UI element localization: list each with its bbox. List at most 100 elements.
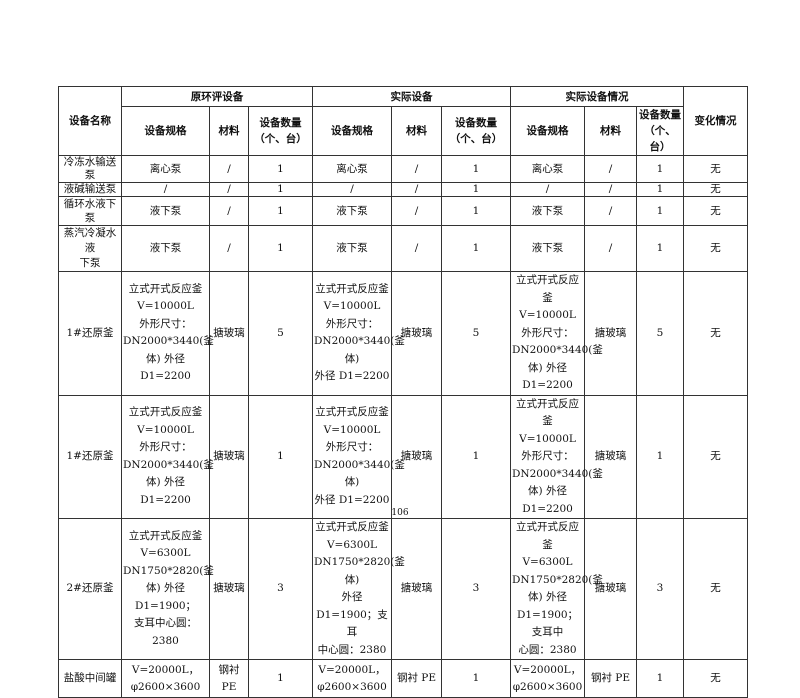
cell-spec: 立式开式反应釜 V=10000L 外形尺寸： DN2000*3440(釜 体) … — [510, 394, 603, 519]
table-row: 1#还原釜 立式开式反应釜 V=10000L 外形尺寸： DN2000*3440(… — [58, 394, 748, 519]
cell-change: 无 — [683, 659, 748, 698]
cell-spec: 立式开式反应釜 V=10000L 外形尺寸： DN2000*3440(釜 体) … — [121, 271, 214, 396]
table-row: 循环水液下泵 液下泵/1 液下泵/1 液下泵/1 无 — [58, 196, 748, 226]
cell-qty: 1 — [248, 182, 313, 197]
header-change: 变化情况 — [683, 86, 748, 156]
cell-change: 无 — [683, 271, 748, 396]
cell-change: 无 — [683, 518, 748, 660]
cell-qty: 1 — [441, 225, 511, 272]
table-row: 蒸汽冷凝水液 下泵 液下泵/1 液下泵/1 液下泵/1 无 — [58, 225, 748, 272]
header-original-equipment: 原环评设备 — [121, 86, 313, 107]
cell-change: 无 — [683, 225, 748, 272]
cell-spec: V=20000L， φ2600×3600 — [312, 659, 392, 698]
cell-name: 液碱输送泵 — [58, 182, 122, 197]
cell-material: / — [584, 182, 637, 197]
header-qty: 设备数量 （个、台） — [441, 106, 511, 156]
cell-name: 盐酸中间罐 — [58, 659, 122, 698]
cell-material: 钢衬 PE — [584, 659, 637, 698]
cell-spec: / — [121, 182, 210, 197]
cell-spec: 立式开式反应釜 V=6300L DN1750*2820(釜体) 外径 D1=19… — [312, 518, 405, 660]
header-spec: 设备规格 — [510, 106, 585, 156]
cell-qty: 1 — [636, 196, 684, 226]
cell-spec: 离心泵 — [312, 155, 392, 183]
cell-qty: 1 — [636, 394, 684, 519]
cell-name: 循环水液下泵 — [58, 196, 122, 226]
cell-spec: 立式开式反应釜 V=10000L 外形尺寸： DN2000*3440(釜 体) … — [121, 394, 214, 519]
cell-spec: / — [312, 182, 392, 197]
cell-spec: 立式开式反应釜 V=6300L DN1750*2820(釜 体) 外径 D1=1… — [121, 518, 214, 660]
header-actual-equipment-status: 实际设备情况 — [510, 86, 684, 107]
cell-spec: 离心泵 — [121, 155, 210, 183]
header-spec: 设备规格 — [312, 106, 392, 156]
cell-material: / — [391, 196, 442, 226]
header-material: 材料 — [209, 106, 249, 156]
cell-spec: 立式开式反应釜 V=10000L 外形尺寸： DN2000*3440(釜 体) … — [510, 271, 603, 396]
header-spec: 设备规格 — [121, 106, 210, 156]
cell-qty: 3 — [248, 518, 313, 660]
cell-material: / — [391, 225, 442, 272]
cell-qty: 3 — [441, 518, 511, 660]
cell-qty: 5 — [441, 271, 511, 396]
cell-material: 搪玻璃 — [584, 394, 637, 519]
cell-qty: 5 — [248, 271, 313, 396]
header-qty: 设备数量 （个、台） — [248, 106, 313, 156]
cell-qty: 1 — [441, 182, 511, 197]
cell-material: / — [209, 182, 249, 197]
header-material: 材料 — [584, 106, 637, 156]
cell-material: / — [584, 196, 637, 226]
cell-qty: 1 — [248, 394, 313, 519]
cell-name: 1#还原釜 — [58, 394, 122, 519]
equipment-comparison-table: 设备名称 原环评设备 实际设备 实际设备情况 变化情况 设备规格 材料 设备数量… — [58, 86, 748, 698]
page-number: 106 — [391, 508, 409, 518]
cell-spec: 立式开式反应釜 V=10000L 外形尺寸： DN2000*3440(釜体) 外… — [312, 394, 405, 519]
cell-qty: 1 — [441, 155, 511, 183]
cell-spec: 液下泵 — [121, 225, 210, 272]
cell-spec: 立式开式反应釜 V=10000L 外形尺寸： DN2000*3440(釜体) 外… — [312, 271, 405, 396]
cell-material: 搪玻璃 — [391, 271, 442, 396]
cell-material: 搪玻璃 — [584, 271, 637, 396]
cell-spec: 液下泵 — [312, 196, 392, 226]
cell-spec: 立式开式反应釜 V=6300L DN1750*2820(釜 体) 外径 D1=1… — [510, 518, 603, 660]
cell-spec: 液下泵 — [121, 196, 210, 226]
cell-spec: 液下泵 — [510, 196, 585, 226]
cell-qty: 1 — [441, 196, 511, 226]
header-equipment-name: 设备名称 — [58, 86, 122, 156]
cell-material: / — [391, 182, 442, 197]
table-row: 冷冻水输送泵 离心泵/1 离心泵/1 离心泵/1 无 — [58, 155, 748, 183]
table-row: 2#还原釜 立式开式反应釜 V=6300L DN1750*2820(釜 体) 外径… — [58, 518, 748, 660]
cell-change: 无 — [683, 196, 748, 226]
cell-material: / — [584, 225, 637, 272]
cell-qty: 1 — [636, 659, 684, 698]
cell-material: / — [209, 225, 249, 272]
table-row: 液碱输送泵 //1//1//1 无 — [58, 182, 748, 197]
cell-name: 2#还原釜 — [58, 518, 122, 660]
cell-material: 搪玻璃 — [209, 394, 249, 519]
cell-qty: 1 — [636, 155, 684, 183]
header-actual-equipment: 实际设备 — [312, 86, 511, 107]
cell-qty: 1 — [636, 182, 684, 197]
cell-spec: 液下泵 — [510, 225, 585, 272]
cell-spec: V=20000L， φ2600×3600 — [121, 659, 210, 698]
cell-material: 钢衬 PE — [391, 659, 442, 698]
table-row: 盐酸中间罐 V=20000L， φ2600×3600 钢衬 PE 1 V=20000L，… — [58, 659, 748, 698]
cell-qty: 1 — [441, 394, 511, 519]
cell-spec: V=20000L， φ2600×3600 — [510, 659, 585, 698]
cell-material: 搪玻璃 — [391, 394, 442, 519]
cell-qty: 1 — [248, 155, 313, 183]
cell-spec: 离心泵 — [510, 155, 585, 183]
cell-material: 钢衬 PE — [209, 659, 249, 698]
cell-qty: 1 — [248, 659, 313, 698]
cell-name: 1#还原釜 — [58, 271, 122, 396]
cell-material: / — [584, 155, 637, 183]
cell-change: 无 — [683, 394, 748, 519]
cell-material: 搪玻璃 — [209, 271, 249, 396]
cell-material: 搪玻璃 — [391, 518, 442, 660]
cell-material: / — [391, 155, 442, 183]
cell-qty: 1 — [248, 196, 313, 226]
cell-spec: / — [510, 182, 585, 197]
cell-qty: 5 — [636, 271, 684, 396]
cell-material: / — [209, 196, 249, 226]
cell-change: 无 — [683, 182, 748, 197]
cell-qty: 1 — [441, 659, 511, 698]
cell-material: 搪玻璃 — [584, 518, 637, 660]
